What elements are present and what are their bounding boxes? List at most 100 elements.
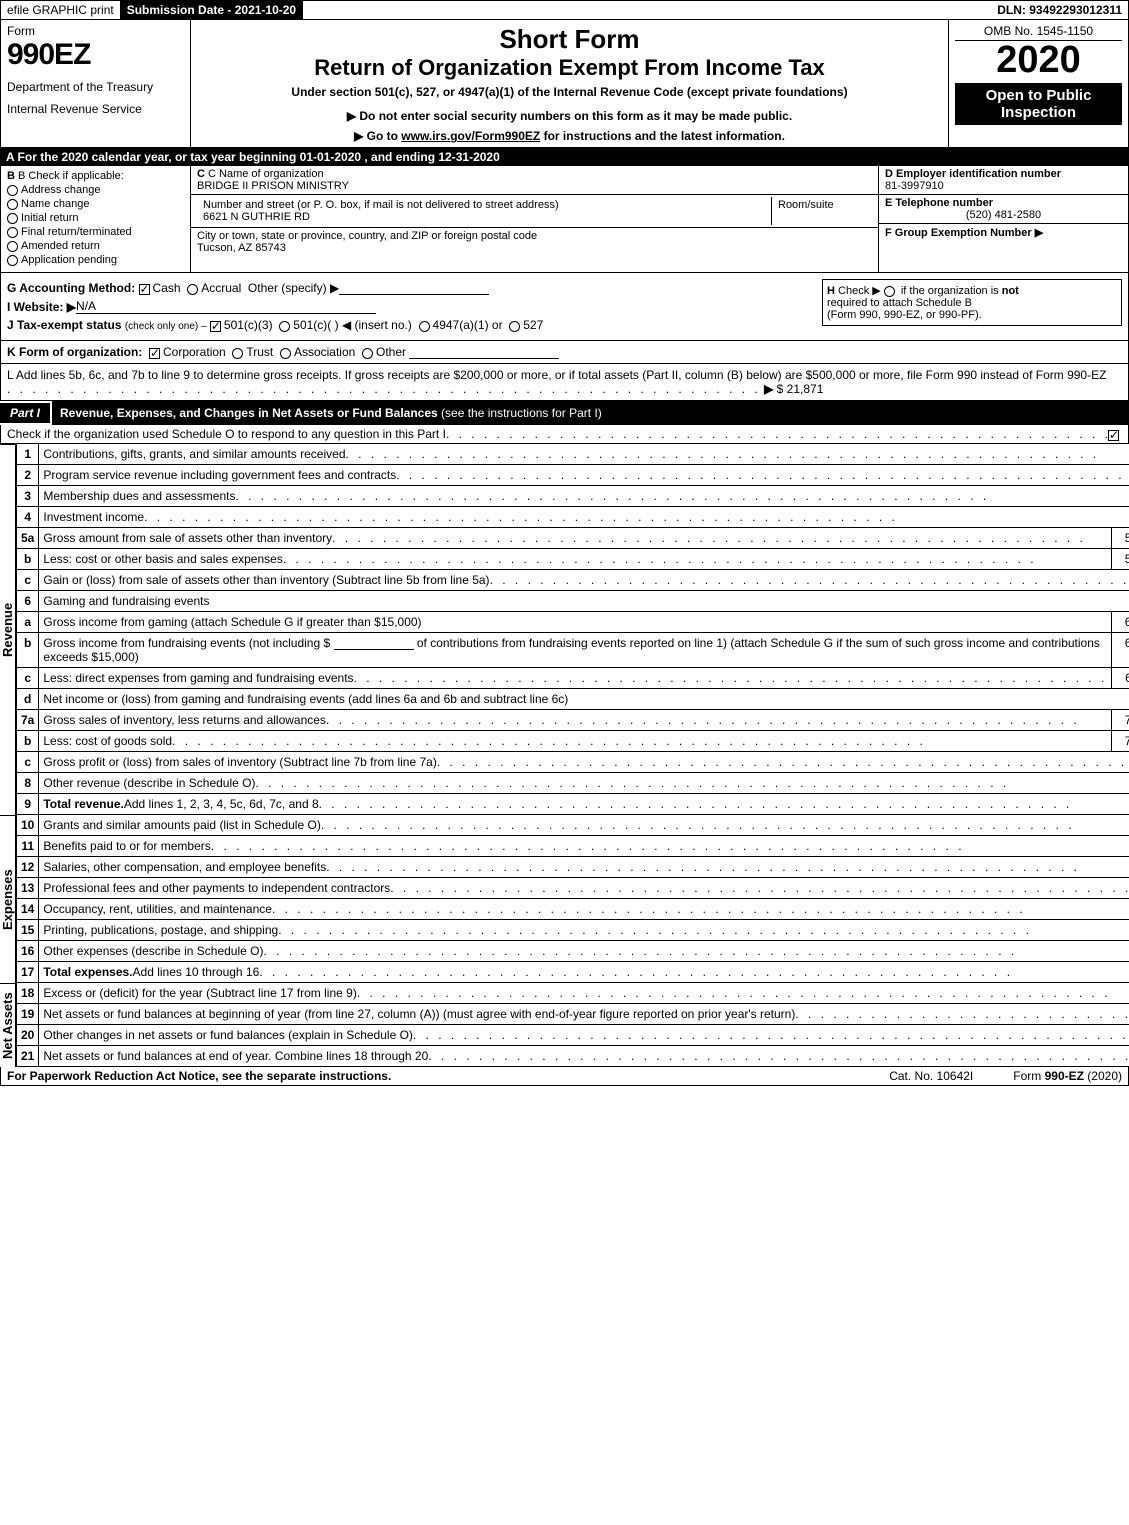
net-assets-section: Net Assets 18 Excess or (deficit) for th… xyxy=(0,983,1129,1067)
footer-cat-no: Cat. No. 10642I xyxy=(889,1069,973,1083)
expenses-section: Expenses 10 Grants and similar amounts p… xyxy=(0,815,1129,983)
b-label: B B Check if applicable: xyxy=(7,170,184,182)
j-501c-radio[interactable] xyxy=(279,321,290,332)
line-6-desc: Gaming and fundraising events xyxy=(39,591,1129,612)
line-14-desc: Occupancy, rent, utilities, and maintena… xyxy=(43,902,272,916)
line-4-desc: Investment income xyxy=(43,510,144,524)
k-other-radio[interactable] xyxy=(362,348,373,359)
l-text: L Add lines 5b, 6c, and 7b to line 9 to … xyxy=(7,368,1106,382)
street-label: Number and street (or P. O. box, if mail… xyxy=(203,199,765,211)
i-label: I Website: ▶ xyxy=(7,300,76,314)
footer-right-pre: Form xyxy=(1013,1069,1044,1083)
line-9-desc-bold: Total revenue. xyxy=(43,797,123,811)
k-assoc-radio[interactable] xyxy=(280,348,291,359)
form-word: Form xyxy=(7,24,184,38)
line-6b-amount-field[interactable] xyxy=(334,649,414,650)
line-5b: b Less: cost or other basis and sales ex… xyxy=(17,549,1129,570)
k-o3: Association xyxy=(294,345,355,359)
line-7c-desc: Gross profit or (loss) from sales of inv… xyxy=(43,755,436,769)
line-7b-subnum: 7b xyxy=(1112,731,1129,752)
phone-value: (520) 481-2580 xyxy=(885,209,1122,221)
b-opt-initial-return[interactable]: Initial return xyxy=(7,212,184,224)
line-17-desc-bold: Total expenses. xyxy=(43,965,132,979)
line-7b: b Less: cost of goods sold 7b xyxy=(17,731,1129,752)
submission-date: Submission Date - 2021-10-20 xyxy=(121,1,303,19)
go-to-prefix: ▶ Go to xyxy=(354,129,401,143)
part1-schedule-o-checkbox[interactable] xyxy=(1108,430,1119,441)
dept-treasury: Department of the Treasury xyxy=(7,80,184,94)
page-footer: For Paperwork Reduction Act Notice, see … xyxy=(0,1067,1129,1086)
b-opt-amended-return[interactable]: Amended return xyxy=(7,240,184,252)
room-label: Room/suite xyxy=(778,199,866,211)
footer-right: Form 990-EZ (2020) xyxy=(1013,1069,1122,1083)
part1-title-text: Revenue, Expenses, and Changes in Net As… xyxy=(60,406,438,420)
org-name-value: BRIDGE II PRISON MINISTRY xyxy=(197,180,872,192)
line-11: 11 Benefits paid to or for members 11 xyxy=(17,836,1129,857)
line-6d-desc: Net income or (loss) from gaming and fun… xyxy=(43,692,568,706)
footer-left: For Paperwork Reduction Act Notice, see … xyxy=(7,1069,391,1083)
b-opt-name-change[interactable]: Name change xyxy=(7,198,184,210)
line-7a: 7a Gross sales of inventory, less return… xyxy=(17,710,1129,731)
line-5a-subnum: 5a xyxy=(1112,528,1129,549)
g-other: Other (specify) ▶ xyxy=(248,281,339,295)
line-6b-desc: Gross income from fundraising events (no… xyxy=(39,633,1112,668)
line-12: 12 Salaries, other compensation, and emp… xyxy=(17,857,1129,878)
line-20-desc: Other changes in net assets or fund bala… xyxy=(43,1028,413,1042)
l-amount: $ 21,871 xyxy=(777,382,824,396)
b-opt-application-pending[interactable]: Application pending xyxy=(7,254,184,266)
b-label-text: B Check if applicable: xyxy=(18,170,124,182)
j-527-radio[interactable] xyxy=(509,321,520,332)
header-right: OMB No. 1545-1150 2020 Open to Public In… xyxy=(948,20,1128,147)
j-4947-radio[interactable] xyxy=(419,321,430,332)
go-to-suffix: for instructions and the latest informat… xyxy=(540,129,785,143)
section-h: H Check ▶ if the organization is not req… xyxy=(822,279,1122,326)
dept-irs: Internal Revenue Service xyxy=(7,102,184,116)
line-12-desc: Salaries, other compensation, and employ… xyxy=(43,860,326,874)
org-name-lbl-text: C Name of organization xyxy=(208,168,324,180)
b-opt-address-change[interactable]: Address change xyxy=(7,184,184,196)
website-field: N/A xyxy=(76,299,376,314)
line-16: 16 Other expenses (describe in Schedule … xyxy=(17,941,1129,962)
group-exemption-arrow: ▶ xyxy=(1035,227,1043,239)
j-o4: 527 xyxy=(523,318,543,332)
j-label: J Tax-exempt status xyxy=(7,318,122,332)
b-opt-final-return[interactable]: Final return/terminated xyxy=(7,226,184,238)
net-assets-side-label: Net Assets xyxy=(0,983,16,1067)
irs-link[interactable]: www.irs.gov/Form990EZ xyxy=(401,129,540,143)
form-header: Form 990EZ Department of the Treasury In… xyxy=(0,20,1129,148)
j-note: (check only one) ‒ xyxy=(125,321,207,332)
g-accrual-radio[interactable] xyxy=(187,284,198,295)
line-15: 15 Printing, publications, postage, and … xyxy=(17,920,1129,941)
k-other-field[interactable] xyxy=(409,358,559,359)
g-cash-checkbox[interactable] xyxy=(139,284,150,295)
line-6d: d Net income or (loss) from gaming and f… xyxy=(17,689,1129,710)
j-o3: 4947(a)(1) or xyxy=(433,318,503,332)
group-exemption-cell: F Group Exemption Number ▶ xyxy=(879,224,1128,241)
footer-right-bold: 990-EZ xyxy=(1045,1069,1084,1083)
g-other-field[interactable] xyxy=(339,294,489,295)
line-5a-desc: Gross amount from sale of assets other t… xyxy=(43,531,332,545)
g-cash: Cash xyxy=(153,281,181,295)
j-501c3-checkbox[interactable] xyxy=(210,321,221,332)
revenue-side-label: Revenue xyxy=(0,444,16,815)
group-exemption-label: F Group Exemption Number xyxy=(885,227,1032,239)
k-corp-checkbox[interactable] xyxy=(149,348,160,359)
part1-sub: Check if the organization used Schedule … xyxy=(0,425,1129,444)
line-6c-desc: Less: direct expenses from gaming and fu… xyxy=(43,671,353,685)
b-opt-0-text: Address change xyxy=(21,184,101,196)
h-text3: required to attach Schedule B xyxy=(827,297,972,309)
line-6a: a Gross income from gaming (attach Sched… xyxy=(17,612,1129,633)
line-3-desc: Membership dues and assessments xyxy=(43,489,235,503)
section-l: L Add lines 5b, 6c, and 7b to line 9 to … xyxy=(0,364,1129,401)
form-number: 990EZ xyxy=(7,38,184,72)
line-7a-subnum: 7a xyxy=(1112,710,1129,731)
open-public-badge: Open to Public Inspection xyxy=(955,83,1122,125)
line-5c: c Gain or (loss) from sale of assets oth… xyxy=(17,570,1129,591)
top-bar: efile GRAPHIC print Submission Date - 20… xyxy=(0,0,1129,20)
h-checkbox[interactable] xyxy=(884,286,895,297)
l-arrow: ▶ xyxy=(764,382,773,396)
k-trust-radio[interactable] xyxy=(232,348,243,359)
line-16-desc: Other expenses (describe in Schedule O) xyxy=(43,944,263,958)
line-10-desc: Grants and similar amounts paid (list in… xyxy=(43,818,320,832)
line-6a-subnum: 6a xyxy=(1112,612,1129,633)
